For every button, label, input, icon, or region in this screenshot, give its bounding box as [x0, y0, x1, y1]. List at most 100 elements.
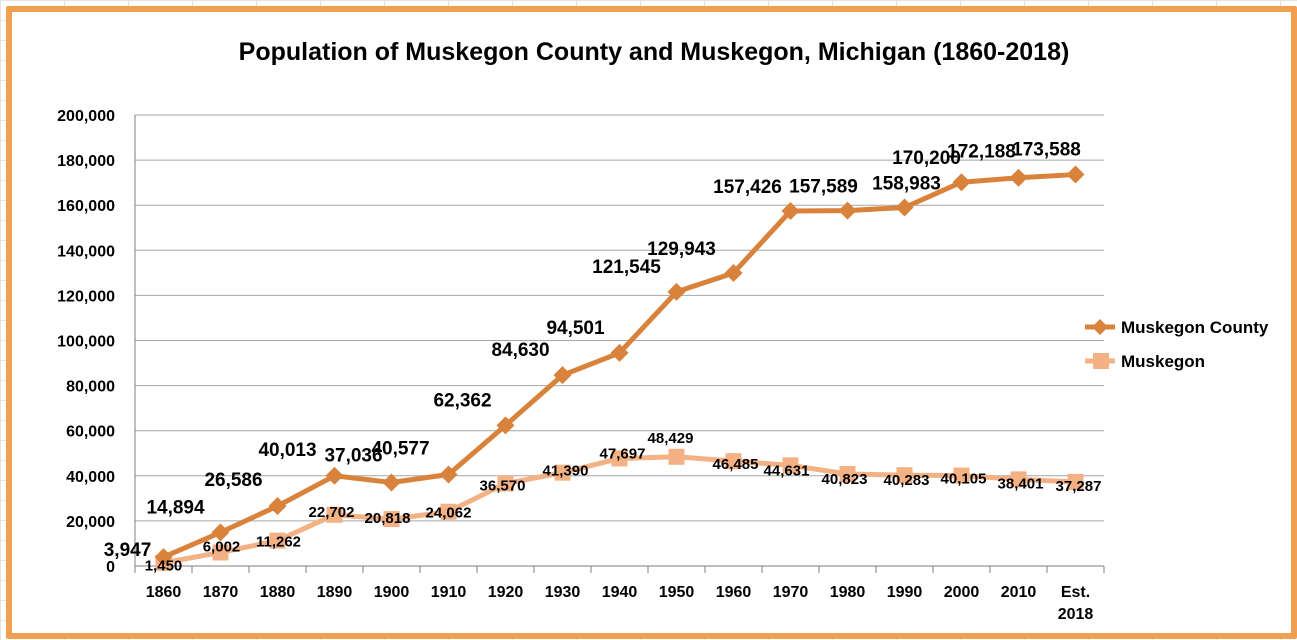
x-tick-label: 1990 [887, 584, 923, 601]
county-data-label: 62,362 [433, 390, 491, 411]
county-data-label: 26,586 [204, 470, 262, 491]
legend-label-muskegon[interactable]: Muskegon [1121, 352, 1205, 371]
city-data-label: 47,697 [600, 445, 646, 462]
city-data-label: 40,823 [822, 471, 868, 488]
y-tick-label: 80,000 [66, 379, 115, 396]
x-tick-label: 1950 [659, 584, 695, 601]
county-point-marker[interactable] [211, 523, 230, 542]
county-point-marker[interactable] [1066, 165, 1085, 184]
county-data-label: 121,545 [592, 257, 661, 278]
city-point-marker[interactable] [668, 448, 685, 465]
city-data-label: 20,818 [365, 510, 411, 527]
city-point-marker[interactable] [782, 457, 799, 474]
county-point-marker[interactable] [838, 201, 857, 220]
city-data-label: 22,702 [309, 504, 355, 521]
county-data-label: 157,589 [789, 177, 858, 198]
city-data-label: 40,105 [941, 471, 987, 488]
county-data-label: 158,983 [872, 173, 941, 194]
x-tick-label: 2000 [944, 584, 980, 601]
x-tick-label: 1880 [260, 584, 296, 601]
city-point-marker[interactable] [839, 465, 856, 482]
x-tick-label: 1940 [602, 584, 638, 601]
x-tick-label: 1870 [203, 584, 239, 601]
city-data-label: 48,429 [648, 430, 694, 447]
y-tick-label: 180,000 [57, 153, 115, 170]
city-data-label: 44,631 [764, 462, 810, 479]
county-point-marker[interactable] [496, 416, 515, 435]
county-data-label: 40,577 [371, 438, 429, 459]
county-data-label: 129,943 [647, 239, 716, 260]
county-data-label: 3,947 [104, 540, 152, 561]
county-data-label: 40,013 [258, 440, 316, 461]
city-point-marker[interactable] [440, 503, 457, 520]
x-tick-label: 1910 [431, 584, 467, 601]
city-data-label: 46,485 [713, 456, 759, 473]
legend-square-marker [1093, 353, 1109, 369]
county-point-marker[interactable] [325, 466, 344, 485]
x-tick-label: 1980 [830, 584, 866, 601]
y-tick-label: 140,000 [57, 243, 115, 260]
x-tick-label: 1860 [146, 584, 182, 601]
county-data-label: 170,200 [892, 148, 961, 169]
x-tick-label: 1970 [773, 584, 809, 601]
city-point-marker[interactable] [383, 511, 400, 528]
chart-title: Population of Muskegon County and Muskeg… [239, 38, 1070, 66]
county-point-marker[interactable] [382, 473, 401, 492]
county-point-marker[interactable] [667, 282, 686, 301]
city-data-label: 6,002 [203, 538, 241, 555]
county-point-marker[interactable] [781, 202, 800, 221]
county-point-marker[interactable] [724, 263, 743, 282]
city-point-marker[interactable] [611, 450, 628, 467]
county-point-marker[interactable] [610, 343, 629, 362]
y-tick-label: 120,000 [57, 288, 115, 305]
city-point-marker[interactable] [1010, 471, 1027, 488]
city-data-label: 24,062 [426, 505, 472, 522]
county-point-marker[interactable] [154, 548, 173, 567]
county-data-label: 14,894 [146, 497, 205, 518]
y-tick-label: 0 [106, 559, 115, 576]
city-point-marker[interactable] [269, 532, 286, 549]
gridlines [135, 114, 1104, 522]
county-point-marker[interactable] [553, 366, 572, 385]
city-point-marker[interactable] [896, 467, 913, 484]
axes: 0 20,000 40,000 60,000 80,000 100,000 120,000 1… [57, 108, 1105, 623]
county-data-label: 37,036 [324, 445, 382, 466]
x-tick-label: 1920 [488, 584, 524, 601]
city-point-marker[interactable] [326, 506, 343, 523]
series-layer [154, 165, 1085, 571]
y-tick-label: 40,000 [66, 469, 115, 486]
county-point-marker[interactable] [895, 198, 914, 217]
city-data-label: 1,450 [145, 558, 183, 575]
county-point-marker[interactable] [1009, 168, 1028, 187]
legend-label-muskegon-county[interactable]: Muskegon County [1121, 318, 1269, 337]
y-tick-label: 200,000 [57, 108, 115, 125]
muskegon-county-line [162, 172, 1076, 560]
city-point-marker[interactable] [497, 475, 514, 492]
y-tick-label: 100,000 [57, 334, 115, 351]
county-point-marker[interactable] [268, 497, 287, 516]
legend[interactable]: Muskegon County Muskegon [1085, 318, 1269, 371]
county-point-marker[interactable] [439, 465, 458, 484]
x-tick-label: 2010 [1001, 584, 1037, 601]
county-data-label: 157,426 [713, 177, 782, 198]
city-point-marker[interactable] [554, 464, 571, 481]
city-point-marker[interactable] [725, 453, 742, 470]
city-point-marker[interactable] [212, 544, 229, 561]
x-tick-label: 1890 [317, 584, 353, 601]
x-tick-label: 1960 [716, 584, 752, 601]
city-data-label: 37,287 [1056, 478, 1102, 495]
city-data-label: 38,401 [998, 475, 1044, 492]
county-point-marker[interactable] [952, 173, 971, 192]
county-data-label: 172,188 [947, 142, 1016, 163]
city-data-label: 40,283 [884, 472, 930, 489]
x-tick-label: 1930 [545, 584, 581, 601]
y-tick-label: 160,000 [57, 198, 115, 215]
county-data-label: 94,501 [546, 318, 605, 339]
city-point-marker[interactable] [953, 467, 970, 484]
city-data-label: 36,570 [480, 478, 526, 495]
x-tick-label: Est. 2018 [1058, 584, 1094, 623]
city-point-marker[interactable] [1067, 473, 1084, 490]
city-data-label: 41,390 [543, 463, 589, 480]
